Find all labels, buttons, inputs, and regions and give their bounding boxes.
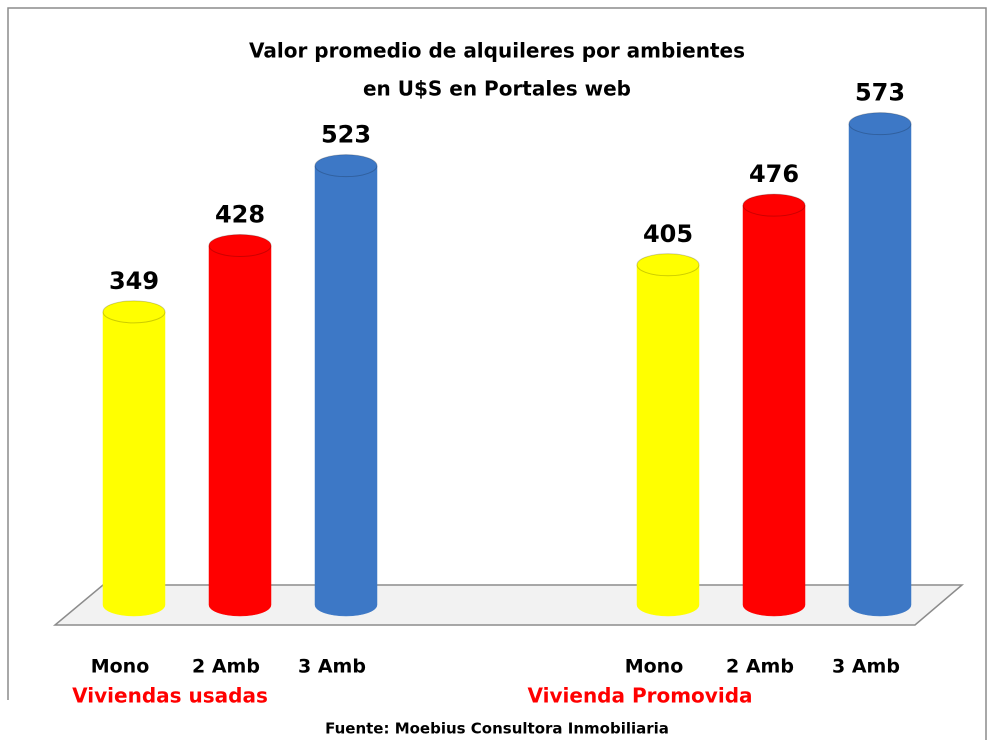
source: Fuente: Moebius Consultora Inmobiliaria: [325, 720, 669, 738]
chart-title: Valor promedio de alquileres por ambient…: [249, 39, 745, 63]
group-label: Viviendas usadas: [72, 684, 268, 708]
x-tick-label: 3 Amb: [298, 656, 366, 678]
cylinder-top: [102, 300, 166, 324]
cylinder-top: [314, 154, 378, 178]
cylinder-body: [636, 264, 700, 617]
x-tick-label: 2 Amb: [192, 656, 260, 678]
x-tick-label: Mono: [625, 656, 684, 678]
cylinder-body: [102, 311, 166, 617]
value-label: 428: [215, 200, 265, 228]
value-label: 349: [109, 267, 159, 295]
frame: [7, 7, 987, 740]
chart-title: en U$S en Portales web: [363, 77, 631, 101]
x-tick-label: 3 Amb: [832, 656, 900, 678]
cylinder-top: [636, 253, 700, 277]
x-tick-label: 2 Amb: [726, 656, 794, 678]
cylinder-top: [742, 193, 806, 217]
value-label: 476: [749, 160, 799, 188]
x-tick-label: Mono: [91, 656, 150, 678]
cylinder-body: [848, 123, 912, 617]
cylinder-body: [208, 245, 272, 617]
value-label: 523: [321, 121, 371, 149]
value-label: 405: [643, 220, 693, 248]
cylinder-top: [208, 233, 272, 257]
cylinder-body: [314, 165, 378, 617]
value-label: 573: [855, 79, 905, 107]
cylinder-top: [848, 112, 912, 136]
cylinder-body: [742, 204, 806, 617]
group-label: Vivienda Promovida: [528, 684, 753, 708]
floor: [52, 584, 965, 626]
